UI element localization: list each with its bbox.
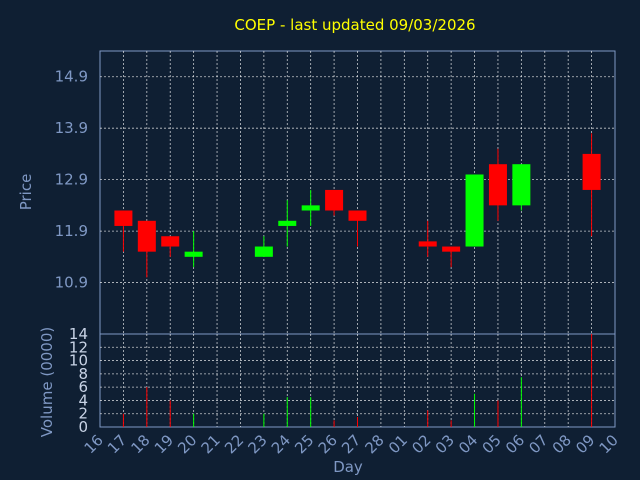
volume-tick-label: 4 bbox=[78, 391, 88, 409]
candle-body bbox=[418, 241, 437, 247]
candle-body bbox=[488, 164, 507, 206]
x-tick-label: 08 bbox=[549, 431, 575, 457]
x-tick-label: 18 bbox=[127, 431, 153, 457]
volume-tick-label: 8 bbox=[78, 365, 88, 383]
candle-body bbox=[114, 210, 133, 226]
x-tick-label: 21 bbox=[198, 431, 224, 457]
x-tick-label: 23 bbox=[244, 431, 270, 457]
x-tick-label: 02 bbox=[408, 431, 434, 457]
price-tick-label: 11.9 bbox=[55, 222, 88, 240]
x-tick-label: 03 bbox=[432, 431, 458, 457]
x-tick-label: 28 bbox=[362, 431, 388, 457]
candle-body bbox=[325, 189, 344, 211]
x-tick-labels: 1617181920212223242526272801020304050607… bbox=[81, 431, 622, 457]
x-tick-label: 27 bbox=[338, 431, 364, 457]
candle-body bbox=[348, 210, 367, 221]
candle-body bbox=[254, 246, 273, 257]
x-tick-label: 04 bbox=[455, 431, 481, 457]
volume-tick-label: 14 bbox=[69, 325, 88, 343]
x-tick-label: 09 bbox=[572, 431, 598, 457]
x-tick-label: 20 bbox=[174, 431, 200, 457]
chart-title: COEP - last updated 09/03/2026 bbox=[234, 16, 475, 34]
volume-tick-label: 12 bbox=[69, 338, 88, 356]
candle-body bbox=[512, 164, 531, 206]
x-tick-label: 05 bbox=[479, 431, 505, 457]
x-tick-label: 17 bbox=[104, 431, 130, 457]
candle-body bbox=[161, 236, 180, 247]
x-tick-label: 19 bbox=[151, 431, 177, 457]
volume-tick-label: 6 bbox=[78, 378, 88, 396]
candles bbox=[114, 133, 601, 278]
x-tick-label: 22 bbox=[221, 431, 247, 457]
price-tick-label: 10.9 bbox=[55, 274, 88, 292]
candle-body bbox=[582, 153, 601, 190]
price-tick-label: 14.9 bbox=[55, 68, 88, 86]
candle-body bbox=[465, 174, 484, 247]
price-tick-label: 13.9 bbox=[55, 119, 88, 137]
volume-tick-label: 2 bbox=[78, 405, 88, 423]
price-tick-labels: 10.9 11.9 12.9 13.9 14.9 bbox=[55, 68, 88, 292]
x-tick-label: 01 bbox=[385, 431, 411, 457]
price-tick-label: 12.9 bbox=[55, 171, 88, 189]
x-tick-label: 25 bbox=[291, 431, 317, 457]
x-tick-label: 07 bbox=[525, 431, 551, 457]
price-axis-label: Price bbox=[17, 174, 35, 211]
volume-bars bbox=[122, 334, 593, 427]
x-tick-label: 06 bbox=[502, 431, 528, 457]
candle-body bbox=[184, 251, 203, 257]
x-axis-label: Day bbox=[333, 458, 363, 476]
volume-axis-label: Volume (0000) bbox=[38, 327, 56, 437]
candle-body bbox=[301, 205, 320, 211]
volume-tick-label: 10 bbox=[69, 352, 88, 370]
x-tick-label: 10 bbox=[596, 431, 622, 457]
volume-tick-label: 0 bbox=[78, 418, 88, 436]
x-tick-label: 24 bbox=[268, 431, 294, 457]
candle-body bbox=[278, 220, 297, 226]
candle-body bbox=[442, 246, 461, 252]
x-tick-label: 26 bbox=[315, 431, 341, 457]
candle-body bbox=[137, 220, 156, 252]
